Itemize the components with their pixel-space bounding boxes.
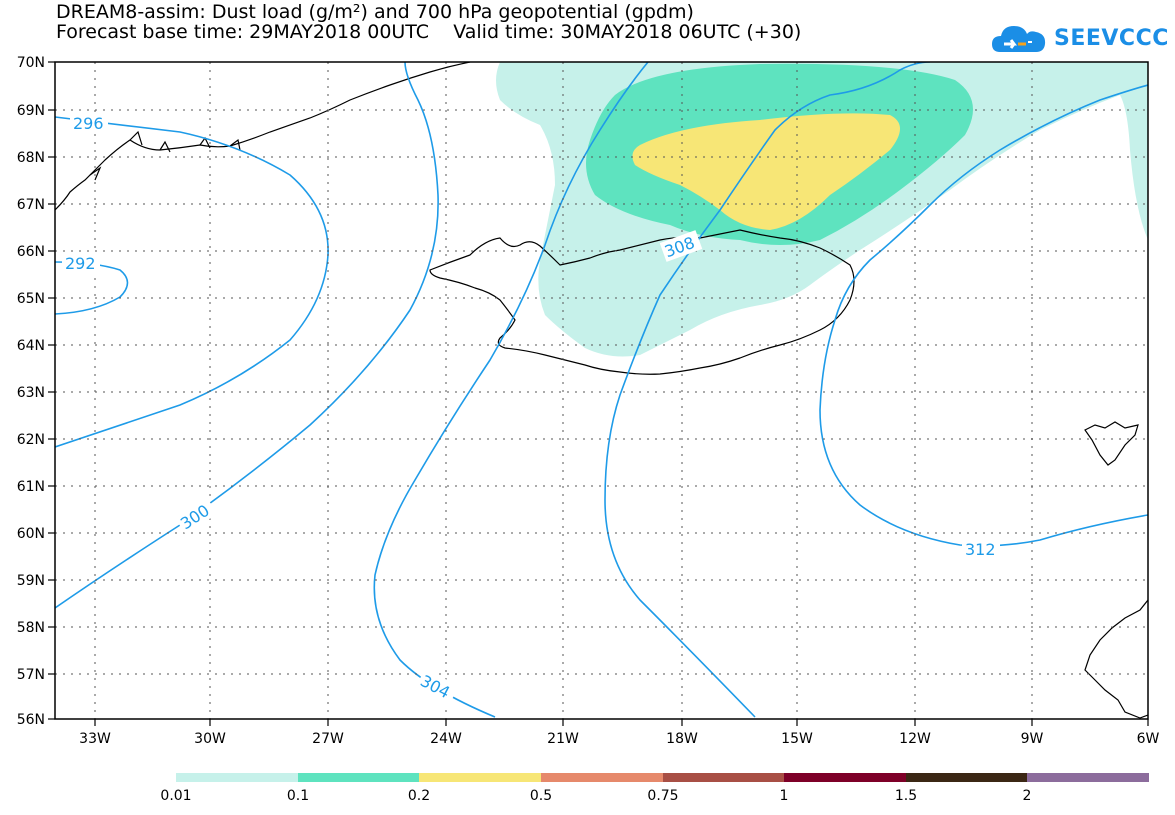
lat-label: 66N (17, 244, 45, 260)
colorbar-swatch (906, 773, 1027, 782)
colorbar-label: 2 (1023, 788, 1032, 804)
lat-label: 65N (17, 291, 45, 307)
lat-label: 57N (17, 667, 45, 683)
contour-304 (373, 62, 649, 718)
lat-label: 64N (17, 338, 45, 354)
longitude-labels: 33W 30W 27W 24W 21W 18W 15W 12W 9W 6W (79, 731, 1159, 747)
colorbar-label: 0.2 (408, 788, 430, 804)
lon-label: 9W (1021, 731, 1044, 747)
colorbar-label: 1.5 (895, 788, 917, 804)
colorbar-swatch (1027, 773, 1149, 782)
lon-label: 24W (430, 731, 462, 747)
colorbar-swatch (298, 773, 419, 782)
lat-label: 56N (17, 712, 45, 728)
colorbar-labels: 0.01 0.1 0.2 0.5 0.75 1 1.5 2 (160, 788, 1031, 804)
colorbar-swatch (419, 773, 541, 782)
contour-label-312: 312 (965, 540, 996, 559)
plot-area: 296 292 300 304 308 312 (55, 62, 1148, 719)
lon-label: 33W (79, 731, 111, 747)
contour-label-292: 292 (65, 254, 96, 273)
colorbar-label: 1 (780, 788, 789, 804)
axis-ticks (48, 61, 1149, 726)
gridlines (55, 62, 1148, 719)
colorbar-label: 0.1 (287, 788, 309, 804)
lat-label: 68N (17, 150, 45, 166)
logo-text: SEEVCCC (1054, 25, 1169, 51)
lat-label: 62N (17, 432, 45, 448)
lon-label: 12W (899, 731, 931, 747)
lat-label: 67N (17, 197, 45, 213)
latitude-labels: 70N 69N 68N 67N 66N 65N 64N 63N 62N 61N … (17, 55, 45, 728)
seevccc-logo: SEEVCCC (990, 16, 1169, 60)
contour-308 (604, 62, 931, 718)
colorbar-swatch (784, 773, 906, 782)
lon-label: 18W (666, 731, 698, 747)
plot-frame (54, 61, 1149, 720)
contour-label-group: 296 292 300 304 308 312 (62, 112, 1000, 706)
colorbar-swatch (663, 773, 784, 782)
lon-label: 6W (1137, 731, 1160, 747)
lat-label: 60N (17, 526, 45, 542)
lat-label: 63N (17, 385, 45, 401)
colorbar-swatch (541, 773, 663, 782)
lon-label: 21W (547, 731, 579, 747)
lon-label: 30W (194, 731, 226, 747)
colorbar (176, 773, 1149, 782)
iceland-coast (429, 229, 855, 375)
faroe-islands (1084, 421, 1139, 466)
lat-label: 59N (17, 573, 45, 589)
greenland-fjords (89, 130, 241, 181)
lat-label: 70N (17, 55, 45, 71)
coastlines (55, 62, 1148, 719)
lat-label: 58N (17, 620, 45, 636)
colorbar-swatch (176, 773, 298, 782)
map-title: DREAM8-assim: Dust load (g/m²) and 700 h… (56, 1, 694, 23)
map-subtitle: Forecast base time: 29MAY2018 00UTC Vali… (56, 21, 802, 43)
lon-label: 15W (781, 731, 813, 747)
lon-label: 27W (312, 731, 344, 747)
contour-300 (55, 62, 439, 609)
scotland-coast (1084, 599, 1148, 719)
colorbar-label: 0.5 (530, 788, 552, 804)
colorbar-label: 0.75 (647, 788, 678, 804)
lat-label: 61N (17, 479, 45, 495)
colorbar-label: 0.01 (160, 788, 191, 804)
contour-label-296: 296 (73, 114, 104, 133)
cloud-logo-icon (992, 26, 1046, 52)
dust-area-02 (632, 113, 900, 230)
greenland-coast (55, 62, 471, 211)
contour-296 (55, 116, 329, 448)
lat-label: 69N (17, 103, 45, 119)
